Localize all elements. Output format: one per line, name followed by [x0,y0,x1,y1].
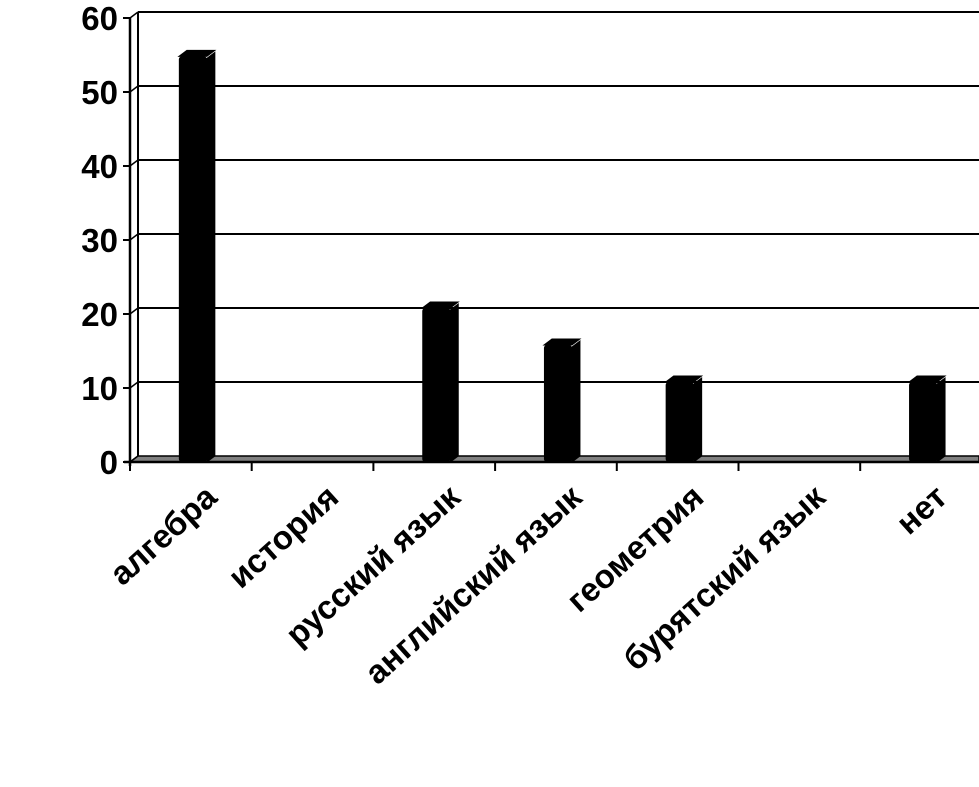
gridline-diagonal [129,381,139,389]
x-category-label: нет [889,478,954,542]
bar [420,301,460,463]
gridline-diagonal [129,307,139,315]
y-tick-label: 30 [81,222,118,259]
bar [907,375,947,463]
y-tick-label: 0 [100,444,118,481]
x-category-label: бурятский язык [616,477,833,677]
bar [542,338,582,463]
y-tick-label: 40 [81,148,118,185]
x-category-label: история [221,478,346,595]
y-tick-label: 20 [81,296,118,333]
gridline-diagonal [129,159,139,167]
y-tick-label: 60 [81,0,118,37]
y-tick-label: 10 [81,370,118,407]
bars [177,49,947,463]
y-tick-label: 50 [81,74,118,111]
gridline-diagonal [129,85,139,93]
gridline-diagonal [129,11,139,19]
x-category-label: алгебра [102,477,224,592]
bar [177,49,217,463]
gridlines [129,11,979,463]
y-axis-ticks: 0 10 20 30 40 50 60 [81,0,130,481]
bar [664,375,704,463]
x-category-label: английский язык [357,477,588,691]
gridline-diagonal [129,233,139,241]
